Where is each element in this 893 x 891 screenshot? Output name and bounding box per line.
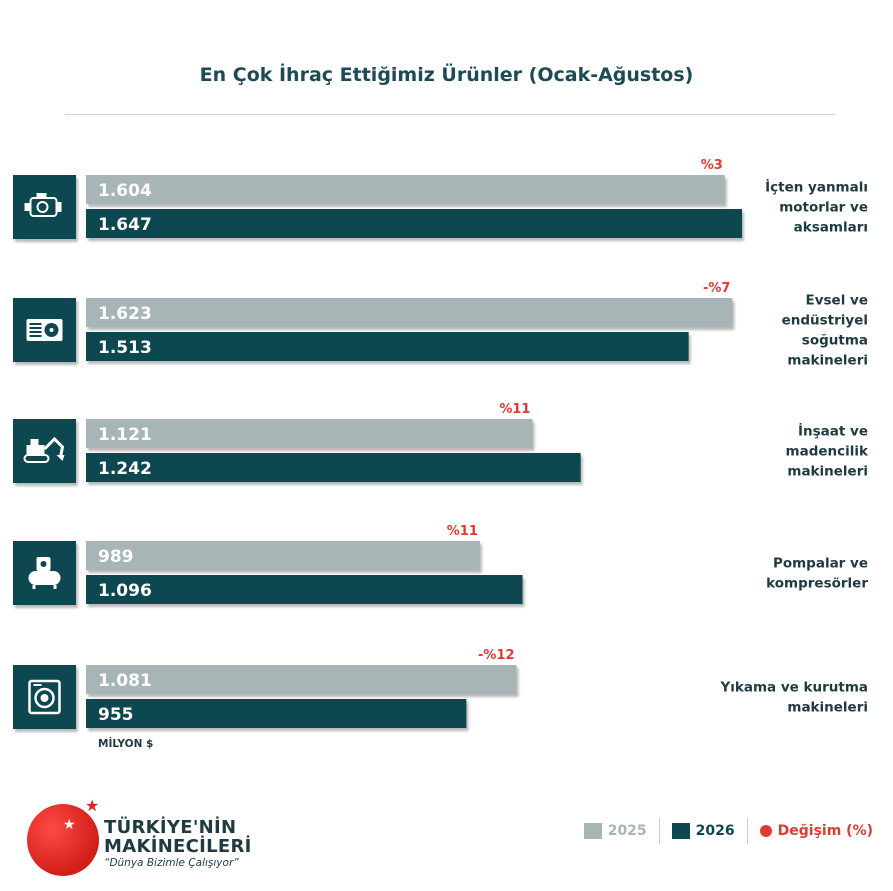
change-label: %11 (499, 402, 530, 417)
category-label: makineleri (787, 353, 868, 369)
legend-divider (746, 818, 748, 844)
chart-legend: 2025 2026 Değişim (%) (583, 818, 873, 844)
bar-value-label-2026: 1.647 (98, 215, 152, 235)
legend-label-change: Değişim (%) (777, 823, 873, 839)
legend-item-2026: 2026 (671, 823, 735, 839)
category-label: aksamları (794, 220, 868, 236)
category-label: endüstriyel (782, 313, 868, 329)
legend-swatch-2026 (671, 823, 690, 839)
legend-dot-change (759, 825, 772, 837)
category-label: Yıkama ve kurutma (719, 680, 868, 696)
bar-value-label-2025: 989 (98, 547, 134, 567)
brand-name: TÜRKİYE'NİN MAKİNECİLERİ (104, 818, 252, 856)
category-icon-tile (13, 665, 76, 729)
bar-value-label-2026: 1.242 (98, 459, 152, 479)
bar-value-label-2025: 1.623 (98, 304, 152, 324)
bar-2025 (86, 665, 517, 694)
bar-2026 (86, 699, 467, 728)
excavator-icon (23, 436, 65, 463)
chart-title: En Çok İhraç Ettiğimiz Ürünler (Ocak-Ağu… (199, 64, 694, 86)
bar-2025 (86, 298, 733, 327)
bar-2025 (86, 541, 480, 570)
bar-value-label-2026: 955 (98, 705, 134, 725)
bar-2026 (86, 453, 581, 482)
change-label: %11 (447, 524, 478, 539)
category-label: Evsel ve (806, 293, 869, 309)
change-label: -%7 (703, 281, 730, 296)
category-icon-tile (13, 175, 76, 239)
bar-value-label-2026: 1.096 (98, 581, 152, 601)
legend-label-2026: 2026 (695, 823, 735, 839)
bar-2026 (86, 575, 523, 604)
bar-2025 (86, 419, 533, 448)
bar-chart: 1.604 1.647 %3 İçten yanmalı motorlar ve aksa… (13, 158, 869, 729)
washing-machine-icon (28, 679, 61, 715)
legend-item-2025: 2025 (583, 823, 647, 839)
brand-line-2: MAKİNECİLERİ (104, 836, 252, 857)
bar-2025 (86, 175, 725, 204)
ac-unit-icon (26, 319, 63, 341)
bar-value-label-2025: 1.604 (98, 181, 152, 201)
bar-2026 (86, 209, 742, 238)
category-label: Pompalar ve (773, 556, 868, 572)
title-divider (65, 114, 835, 115)
category-label: İçten yanmalı (765, 179, 868, 196)
category-icon-tile (13, 541, 76, 605)
brand-slogan: “Dünya Bizimle Çalışıyor” (104, 857, 239, 869)
category-label: madencilik (786, 444, 869, 460)
bar-value-label-2026: 1.513 (98, 338, 152, 358)
change-label: %3 (701, 158, 723, 173)
category-label: kompresörler (766, 576, 868, 592)
bar-2026 (86, 332, 689, 361)
category-label: makineleri (787, 700, 868, 716)
category-label: İnşaat ve (798, 423, 868, 440)
category-label: motorlar ve (779, 200, 868, 216)
logo-star-icon: ★ (63, 817, 76, 833)
legend-item-change: Değişim (%) (759, 823, 873, 839)
change-label: -%12 (478, 648, 515, 663)
legend-swatch-2025 (583, 823, 602, 839)
legend-divider (658, 818, 660, 844)
brand-line-1: TÜRKİYE'NİN (104, 817, 237, 838)
unit-label: MİLYON $ (98, 738, 154, 750)
bar-value-label-2025: 1.081 (98, 671, 152, 691)
brand-logo (27, 804, 99, 876)
logo-star-accent-icon: ★ (85, 796, 100, 815)
category-icon-tile (13, 298, 76, 362)
legend-label-2025: 2025 (607, 823, 647, 839)
category-icon-tile (13, 419, 76, 483)
engine-icon (24, 193, 62, 217)
compressor-icon (28, 557, 61, 589)
category-label: makineleri (787, 464, 868, 480)
category-label: soğutma (802, 333, 868, 349)
bar-value-label-2025: 1.121 (98, 425, 152, 445)
